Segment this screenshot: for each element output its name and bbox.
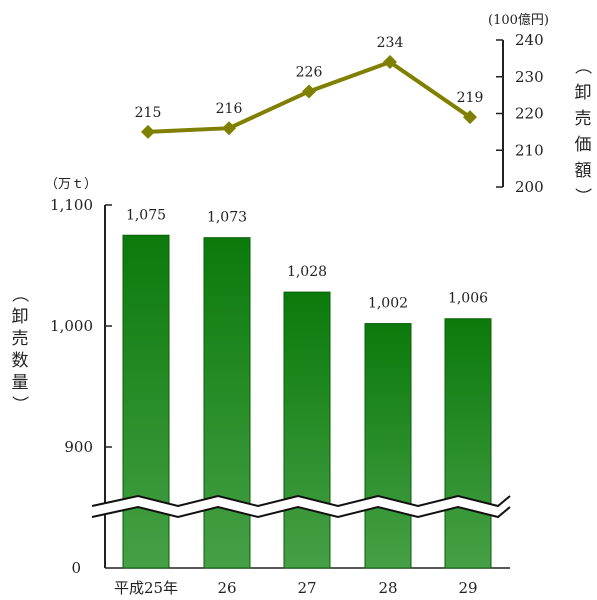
line-data-label: 215 [135, 105, 162, 121]
bar-y-tick-label: 1,100 [50, 196, 93, 214]
line-point [463, 110, 477, 125]
line-y-tick-label: 230 [515, 68, 544, 86]
bar-y-axis-title-char: 売 [12, 329, 29, 349]
line-y-axis-title-char: ） [572, 188, 592, 205]
x-tick-label: 26 [217, 579, 236, 597]
line-data-label: 219 [457, 90, 484, 106]
bar-unit-label: （万ｔ） [45, 177, 97, 192]
line-y-tick-label: 210 [515, 141, 544, 159]
bar [283, 291, 331, 569]
x-tick-label: 27 [297, 579, 316, 597]
line-y-axis-title-char: （ [572, 58, 592, 75]
line-point [141, 124, 155, 139]
bar-chart: 1,100 1,000 900 0 1,075 平成25年 1,073 26 1,028 27 1,… [9, 177, 511, 597]
line-data-label: 226 [296, 64, 323, 80]
line-y-axis-title-char: 売 [575, 109, 592, 129]
x-tick-label: 28 [378, 579, 397, 597]
bar-y-axis-title-char: 卸 [12, 307, 29, 327]
bar [122, 234, 170, 569]
bar-data-label: 1,006 [448, 291, 488, 307]
bar-y-axis-title-char: 数 [12, 351, 29, 371]
line-point [302, 84, 316, 99]
bar-y-tick-label: 1,000 [50, 317, 93, 335]
bar-data-label: 1,002 [368, 296, 408, 312]
line-y-axis-title-char: 額 [575, 161, 592, 181]
bar-y-axis-title-char: （ [9, 286, 29, 303]
bar-y-tick-label: 900 [64, 438, 93, 456]
bar-y-axis-title-char: ） [9, 396, 29, 413]
bar-data-label: 1,028 [287, 264, 327, 280]
bar [203, 237, 251, 569]
x-tick-label: 29 [458, 579, 477, 597]
line-unit-label: (100億円) [488, 12, 549, 28]
bar-data-label: 1,075 [126, 207, 166, 223]
axis-break-line-lower [91, 505, 511, 519]
axis-break-line-upper [91, 494, 511, 508]
line-point [222, 121, 236, 136]
line-y-tick-label: 240 [515, 31, 544, 49]
line-data-label: 216 [216, 101, 243, 117]
bar-baseline-label: 0 [71, 559, 81, 577]
line-y-axis-title-char: 卸 [575, 83, 592, 103]
line-point [383, 55, 397, 70]
line-y-tick-label: 200 [515, 178, 544, 196]
bar [444, 318, 492, 569]
x-tick-label: 平成25年 [114, 579, 178, 597]
bar-y-axis-title-char: 量 [12, 373, 29, 393]
line-y-tick-label: 220 [515, 105, 544, 123]
bar [364, 323, 412, 569]
bar-data-label: 1,073 [207, 210, 247, 226]
line-data-label: 234 [377, 35, 404, 51]
line-y-axis-title-char: 価 [575, 135, 592, 155]
